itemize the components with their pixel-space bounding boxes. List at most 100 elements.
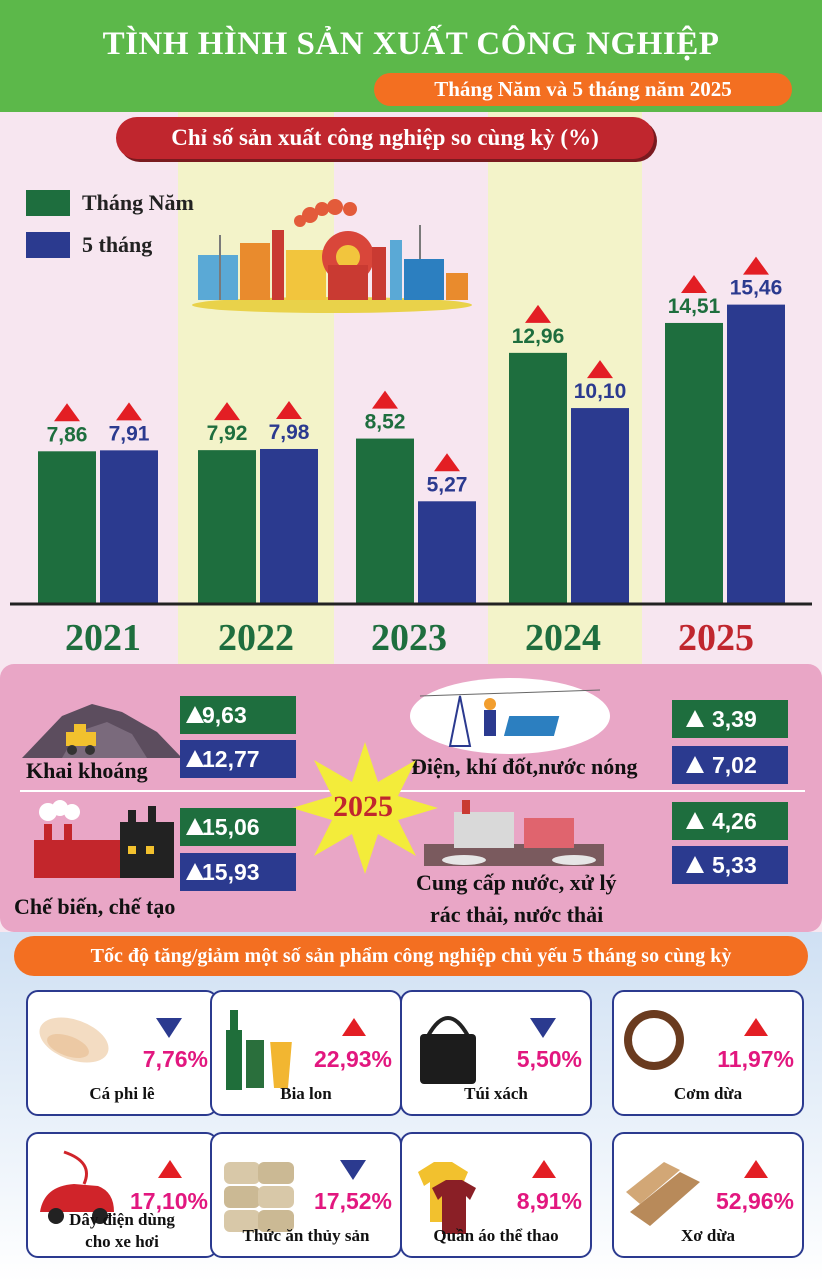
- x-tick-label: 2021: [65, 617, 141, 659]
- trend-up-icon: [342, 1018, 366, 1036]
- product-card: 7,76% Cá phi lê: [26, 990, 218, 1116]
- bar-month: [198, 450, 256, 603]
- data-label: 14,51: [668, 295, 721, 318]
- trend-up-icon: [587, 360, 613, 379]
- trend-up-icon: [743, 256, 769, 275]
- data-label: 7,92: [207, 422, 248, 445]
- product-card: 17,52% Thức ăn thủy sản: [210, 1132, 402, 1258]
- x-tick-label: 2025: [678, 617, 754, 659]
- bar-five-months: [571, 408, 629, 603]
- products-title: Tốc độ tăng/giảm một số sản phẩm công ng…: [14, 936, 808, 976]
- trend-up-icon: [54, 403, 80, 422]
- product-percent: 7,76%: [142, 1046, 208, 1072]
- manufacturing-five-value: 15,93: [180, 853, 296, 891]
- legend-swatch-five: [26, 232, 70, 258]
- data-label: 5,27: [427, 473, 468, 496]
- product-card: 22,93% Bia lon: [210, 990, 402, 1116]
- bar-five-months: [727, 304, 785, 603]
- trend-up-icon: [532, 1160, 556, 1178]
- product-percent: 52,96%: [715, 1188, 794, 1214]
- data-label: 7,91: [109, 422, 150, 445]
- year-badge: 2025: [333, 790, 393, 823]
- legend-label-month: Tháng Năm: [82, 190, 194, 215]
- product-name: Cá phi lê: [89, 1084, 155, 1103]
- coir-icon: [626, 1162, 700, 1226]
- manufacturing-icon: [34, 800, 174, 878]
- power-icon: [410, 678, 610, 754]
- product-percent: 11,97%: [717, 1046, 794, 1072]
- bar-chart: 7,86 7,92 8,52 12,96 14,51 7,91 7,98 5,27 10,10 1…: [10, 112, 812, 664]
- legend-label-five: 5 tháng: [82, 232, 153, 257]
- mining-icon: [22, 704, 182, 758]
- trend-down-icon: [156, 1018, 182, 1038]
- product-percent: 22,93%: [313, 1046, 392, 1072]
- trend-up-icon: [744, 1018, 768, 1036]
- x-tick-label: 2023: [371, 617, 447, 659]
- manufacturing-month-value: 15,06: [180, 808, 296, 846]
- product-percent: 5,50%: [516, 1046, 582, 1072]
- electricity-month-value: 3,39: [672, 700, 788, 738]
- bar-five-months: [260, 448, 318, 603]
- data-label: 7,98: [269, 421, 310, 444]
- trend-up-icon: [276, 400, 302, 419]
- trend-up-icon: [525, 304, 551, 323]
- trend-up-icon: [214, 402, 240, 421]
- data-label: 12,96: [512, 325, 565, 348]
- x-tick-label: 2024: [525, 617, 601, 659]
- product-name-line-2: cho xe hơi: [85, 1232, 159, 1251]
- product-name: Túi xách: [464, 1084, 528, 1103]
- sector-divider: [20, 790, 805, 792]
- product-percent: 8,91%: [516, 1188, 582, 1214]
- sector-label-water-2: rác thải, nước thải: [430, 902, 604, 927]
- trend-up-icon: [744, 1160, 768, 1178]
- chart-title: Chỉ số sản xuất công nghiệp so cùng kỳ (…: [116, 117, 654, 159]
- coconut-icon: [620, 1010, 684, 1088]
- bar-five-months: [418, 501, 476, 603]
- product-card: 8,91% Quần áo thể thao: [400, 1132, 592, 1258]
- trend-up-icon: [434, 453, 460, 472]
- fish-fillet-icon: [39, 1017, 109, 1063]
- data-label: 10,10: [574, 380, 627, 403]
- factory-icon: [192, 199, 472, 313]
- trend-up-icon: [116, 402, 142, 421]
- water-month-value: 4,26: [672, 802, 788, 840]
- product-card: 5,50% Túi xách: [400, 990, 592, 1116]
- data-label: 8,52: [365, 411, 406, 434]
- product-name: Bia lon: [280, 1084, 332, 1103]
- legend-swatch-month: [26, 190, 70, 216]
- trend-up-icon: [372, 390, 398, 409]
- x-tick-label: 2022: [218, 617, 294, 659]
- trend-down-icon: [530, 1018, 556, 1038]
- page-title: TÌNH HÌNH SẢN XUẤT CÔNG NGHIỆP: [102, 26, 720, 62]
- mining-five-value: 12,77: [180, 740, 296, 778]
- bar-month: [356, 438, 414, 603]
- product-name: Cơm dừa: [673, 1084, 743, 1103]
- product-card: 11,97% Cơm dừa: [612, 990, 804, 1116]
- product-name: Quần áo thể thao: [433, 1226, 559, 1245]
- trend-up-icon: [158, 1160, 182, 1178]
- product-name: Thức ăn thủy sản: [242, 1226, 370, 1245]
- feed-sacks-icon: [224, 1162, 294, 1232]
- product-card: 17,10% Dây điện dùng cho xe hơi: [26, 1132, 218, 1258]
- product-card: 52,96% Xơ dừa: [612, 1132, 804, 1258]
- car-wire-icon: [40, 1150, 114, 1224]
- year-star-icon: [292, 742, 438, 874]
- sector-label-mining: Khai khoáng: [26, 758, 148, 783]
- sector-label-manufacturing: Chế biến, chế tạo: [14, 894, 176, 919]
- water-five-value: 5,33: [672, 846, 788, 884]
- trend-up-icon: [681, 274, 707, 293]
- bar-month: [665, 322, 723, 603]
- product-percent: 17,52%: [313, 1188, 392, 1214]
- data-label: 15,46: [730, 277, 783, 300]
- handbag-icon: [420, 1016, 476, 1084]
- trend-down-icon: [340, 1160, 366, 1180]
- data-label: 7,86: [47, 423, 88, 446]
- mining-month-value: 9,63: [180, 696, 296, 734]
- beer-icon: [226, 1010, 292, 1090]
- product-name: Dây điện dùng: [69, 1210, 175, 1229]
- product-name: Xơ dừa: [680, 1226, 736, 1245]
- sector-label-electricity: Điện, khí đốt,nước nóng: [411, 754, 638, 779]
- bar-month: [509, 352, 567, 603]
- water-plant-icon: [424, 800, 604, 866]
- bar-month: [38, 451, 96, 603]
